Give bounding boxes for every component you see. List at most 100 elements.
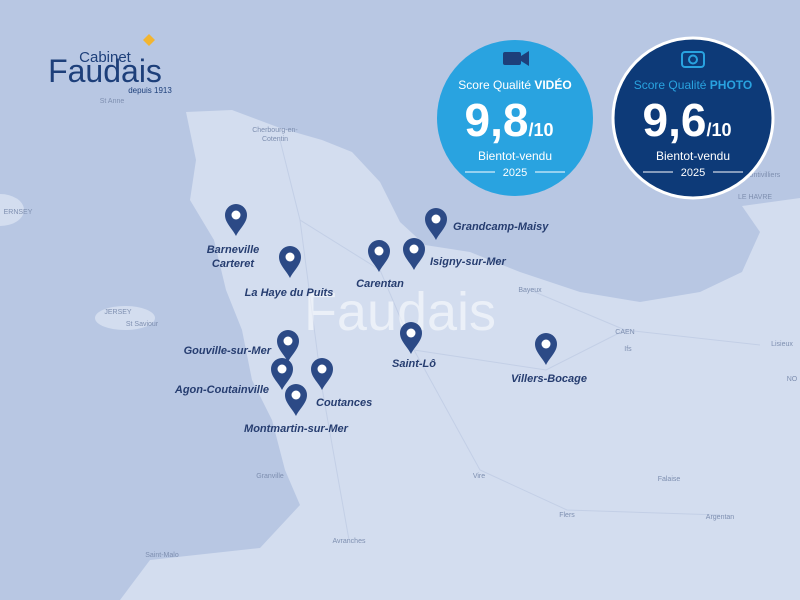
pin (311, 358, 333, 390)
score-label-text: Score Qualité (458, 78, 531, 92)
score-brand: Bientot-vendu (478, 149, 552, 163)
pin-shape (277, 330, 299, 362)
score-kind: PHOTO (710, 78, 752, 92)
score: 9,8/10 (465, 94, 554, 146)
pin-shape (400, 322, 422, 354)
map-label: St Saviour (126, 321, 159, 328)
video-icon-lens (521, 51, 529, 66)
place-label: Carteret (212, 258, 256, 270)
score-value: 9,6 (643, 94, 707, 146)
place-label: Barneville (207, 244, 260, 256)
score-badge (611, 36, 775, 200)
pin (277, 330, 299, 362)
pin (279, 246, 301, 278)
place-label: Agon-Coutainville (174, 384, 269, 396)
pin-shape (368, 240, 390, 272)
logo-cabinet: Cabinet (79, 49, 132, 66)
pin-shape (311, 358, 333, 390)
place-label: Isigny-sur-Mer (430, 256, 507, 268)
map-label: Argentan (706, 514, 735, 521)
score-label-text: Score Qualité (634, 78, 707, 92)
map-label: JERSEY (104, 309, 132, 316)
pin-hole (283, 336, 293, 346)
pin-hole (291, 390, 301, 400)
pin-hole (285, 252, 295, 262)
pin-shape (279, 246, 301, 278)
score-value: 9,8 (465, 94, 529, 146)
map-label: Bayeux (518, 287, 542, 294)
pin-hole (541, 339, 551, 349)
guernsey-island (0, 194, 24, 226)
pin-hole (317, 364, 327, 374)
watermark: Faudais (304, 282, 496, 342)
pin-hole (409, 244, 419, 254)
score-label: Score Qualité PHOTO (634, 78, 753, 92)
place-label: Coutances (316, 397, 372, 409)
pin (285, 384, 307, 416)
score-scale: /10 (706, 120, 731, 140)
place-label: Saint-Lô (392, 358, 436, 370)
place-label: Villers-Bocage (511, 373, 587, 385)
road (279, 139, 761, 541)
land (120, 110, 800, 600)
pin-shape (271, 358, 293, 390)
video-icon (503, 52, 521, 65)
place-label: La Haye du Puits (245, 287, 334, 299)
map-label: CAEN (615, 329, 634, 336)
pin-hole (431, 214, 441, 224)
map-label: NO (787, 376, 798, 383)
map-label: Lisieux (771, 341, 793, 348)
roads (279, 139, 761, 541)
map-label: Vire (473, 473, 485, 480)
map-label: Flers (559, 512, 575, 519)
place-label: Gouville-sur-Mer (184, 345, 272, 357)
pin (403, 238, 425, 270)
place-label: Grandcamp-Maisy (453, 221, 549, 233)
score-year: 2025 (503, 167, 527, 179)
logo-diamond (143, 34, 155, 46)
pin (425, 208, 447, 240)
map-label: LE HAVRE (738, 194, 772, 201)
score-scale: /10 (528, 120, 553, 140)
score-kind: VIDÉO (534, 77, 571, 92)
logo-since: depuis 1913 (128, 86, 172, 95)
map-label: Cherbourg-en- (252, 127, 298, 134)
pin (271, 358, 293, 390)
jersey-island (95, 306, 155, 330)
pin-hole (277, 364, 287, 374)
pin (400, 322, 422, 354)
map-label: Ifs (624, 346, 632, 353)
score-badge (437, 40, 593, 196)
map-label: St Anne (100, 98, 125, 105)
pin-hole (231, 210, 241, 220)
pin (225, 204, 247, 236)
pin-shape (535, 333, 557, 365)
map-label: Montivilliers (744, 172, 781, 179)
score-year: 2025 (681, 167, 705, 179)
logo-name: Faudais (48, 53, 162, 89)
map-label: Avranches (333, 538, 366, 545)
pin-hole (406, 328, 416, 338)
pin-hole (374, 246, 384, 256)
map-label: Cotentin (262, 136, 288, 143)
place-label: Carentan (356, 278, 404, 290)
place-label: Montmartin-sur-Mer (244, 423, 349, 435)
photo-icon (681, 51, 705, 68)
photo-icon-lens (688, 54, 698, 65)
pin-shape (403, 238, 425, 270)
score-brand: Bientot-vendu (656, 149, 730, 163)
pin-shape (425, 208, 447, 240)
score-label: Score Qualité VIDÉO (458, 77, 571, 92)
score: 9,6/10 (643, 94, 732, 146)
map-label: Saint-Malo (145, 552, 179, 559)
map-label: ERNSEY (4, 209, 33, 216)
pin (368, 240, 390, 272)
pin (535, 333, 557, 365)
pin-shape (285, 384, 307, 416)
pin-shape (225, 204, 247, 236)
map-label: Granville (256, 473, 284, 480)
map-label: Falaise (658, 476, 681, 483)
